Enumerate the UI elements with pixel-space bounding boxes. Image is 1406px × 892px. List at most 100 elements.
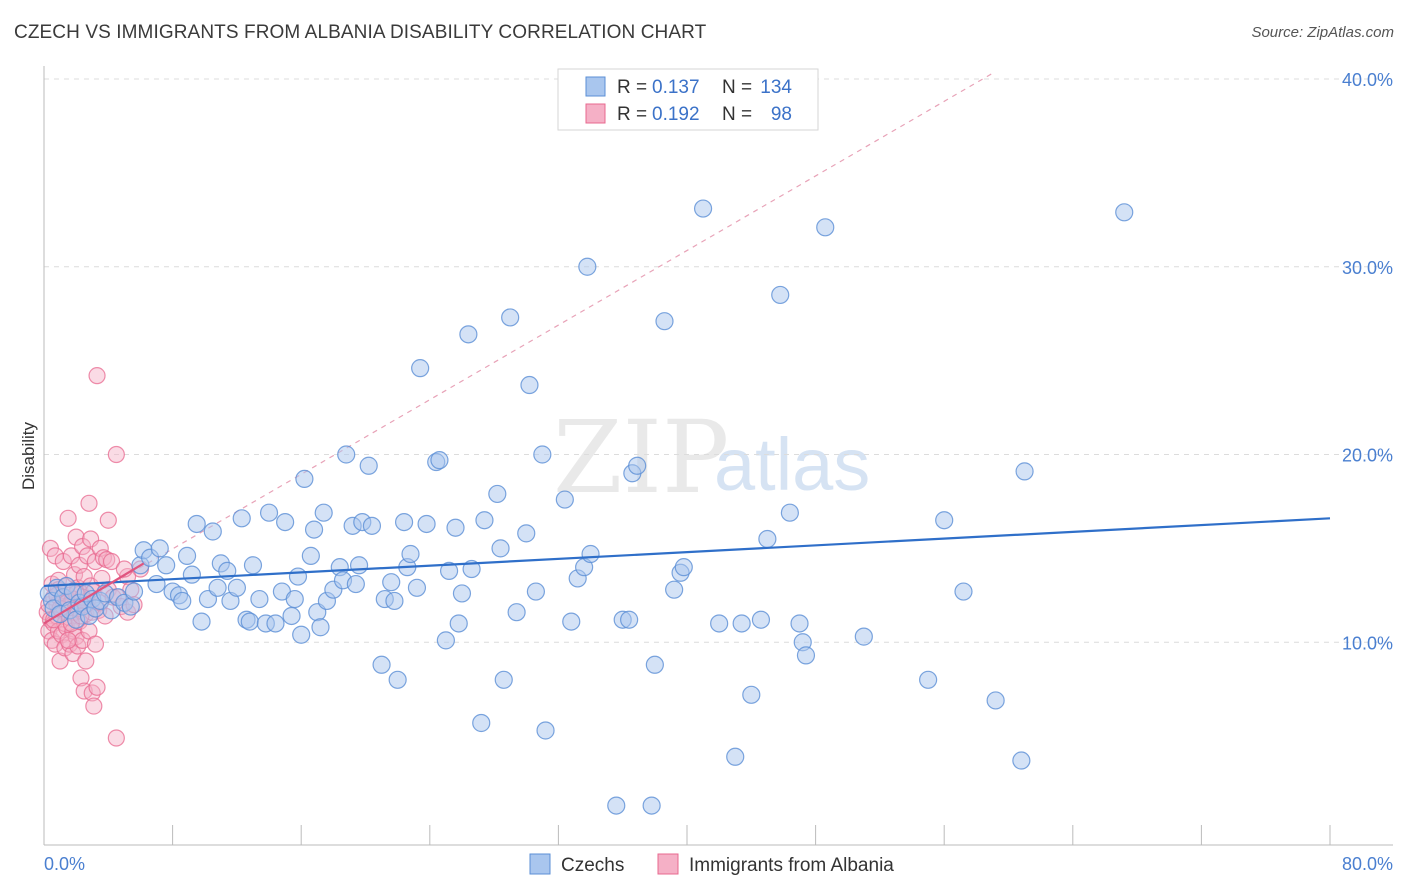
czechs-point xyxy=(581,544,600,564)
czechs-point xyxy=(555,490,574,509)
czechs-point xyxy=(372,655,391,674)
czechs-point xyxy=(346,574,365,594)
czechs-point xyxy=(462,559,481,579)
czechs-point xyxy=(304,520,324,539)
czechs-point xyxy=(311,618,330,637)
watermark-zip: ZIP xyxy=(553,399,729,516)
czechs-point xyxy=(742,685,761,704)
czechs-point xyxy=(517,524,536,543)
czechs-point xyxy=(301,546,320,565)
czechs-point xyxy=(780,503,799,522)
czechs-point xyxy=(854,627,873,646)
axis-layer xyxy=(43,66,1393,846)
chart-title: CZECH VS IMMIGRANTS FROM ALBANIA DISABIL… xyxy=(14,22,707,43)
czechs-point xyxy=(726,747,745,766)
y-tick-label: 10.0% xyxy=(1342,633,1393,653)
legend-top: R = 0.137 N = 134 R = 0.192 N = 98 xyxy=(557,68,819,131)
czechs-point xyxy=(790,614,809,633)
czechs-point xyxy=(665,580,684,599)
czechs-point xyxy=(436,631,455,650)
czechs-point xyxy=(507,603,526,622)
czechs-point xyxy=(674,558,693,577)
albania-point xyxy=(85,697,103,715)
czechs-point xyxy=(295,469,314,489)
x-tick-label-max: 80.0% xyxy=(1342,854,1393,874)
albania-point xyxy=(99,511,117,529)
czechs-point xyxy=(276,512,295,532)
czechs-point xyxy=(533,445,552,464)
czechs-point xyxy=(157,556,176,575)
y-tick-label: 30.0% xyxy=(1342,258,1393,278)
czechs-point xyxy=(771,285,790,305)
czechs-point xyxy=(173,591,192,611)
czechs-point xyxy=(452,584,472,603)
albania-point xyxy=(107,729,125,747)
albania-point xyxy=(59,509,77,527)
czechs-point xyxy=(182,565,201,584)
czechs-point xyxy=(642,796,661,815)
czechs-point xyxy=(187,514,206,534)
trend-layer xyxy=(43,517,1331,625)
czechs-point xyxy=(816,218,835,237)
albania-point xyxy=(86,635,105,653)
czechs-point xyxy=(285,589,304,609)
albania-point xyxy=(80,494,98,512)
albania-point xyxy=(77,652,95,670)
czechs-point xyxy=(385,591,404,611)
albania-point xyxy=(72,669,90,687)
albania-point xyxy=(51,652,69,670)
czechs-point xyxy=(578,257,597,276)
czechs-point xyxy=(655,312,674,331)
czechs-point xyxy=(562,612,581,631)
diagonal-reference-line xyxy=(43,72,993,624)
czechs-point xyxy=(417,514,436,534)
albania-point xyxy=(88,367,106,385)
grid-layer xyxy=(44,78,1393,643)
czechs-point xyxy=(227,578,246,597)
czechs-point xyxy=(232,509,251,528)
y-axis-title: Disability xyxy=(19,421,38,490)
czechs-point xyxy=(250,589,269,609)
albania-point xyxy=(67,528,85,546)
legend-n-value-czechs: 134 xyxy=(760,77,792,98)
czechs-point xyxy=(208,578,227,597)
czechs-point xyxy=(526,582,545,601)
czechs-point xyxy=(628,456,647,475)
albania-point xyxy=(107,445,125,464)
czechs-point xyxy=(935,511,954,530)
czechs-point xyxy=(491,539,510,558)
legend-r-value-czechs: 0.137 xyxy=(652,77,700,98)
y-tick-label: 40.0% xyxy=(1342,70,1393,90)
czechs-point xyxy=(732,614,751,633)
watermark-atlas: atlas xyxy=(714,423,870,506)
czechs-point xyxy=(337,445,356,464)
legend-n-label-albania: N = xyxy=(722,104,757,125)
legend-bottom-label-czechs: Czechs xyxy=(561,855,624,876)
czechs-point xyxy=(475,511,494,530)
czechs-point xyxy=(796,646,816,665)
legend-bottom-swatch-czechs xyxy=(529,853,551,875)
czechs-point xyxy=(359,456,378,475)
czechs-point xyxy=(520,375,539,395)
czechs-point xyxy=(430,451,449,470)
albania-point xyxy=(73,631,92,649)
czechs-point xyxy=(620,610,639,629)
czechs-point xyxy=(472,713,491,733)
czechs-point xyxy=(645,655,664,674)
legend-swatch-albania xyxy=(585,103,606,124)
source-label: Source: ZipAtlas.com xyxy=(1251,24,1394,41)
czechs-point xyxy=(124,582,144,601)
czechs-point xyxy=(282,606,301,626)
albania-point xyxy=(102,552,121,571)
series-albania-points xyxy=(38,367,150,747)
y-tick-labels: 10.0% 20.0% 30.0% 40.0% xyxy=(1342,70,1393,653)
czechs-point xyxy=(177,546,197,565)
legend-r-value-albania: 0.192 xyxy=(652,104,700,125)
czechs-point xyxy=(494,670,513,689)
reference-layer xyxy=(43,72,993,624)
czechs-point xyxy=(314,503,333,522)
czechs-point xyxy=(449,614,468,633)
legend-r-label-albania: R = xyxy=(617,104,652,125)
czechs-point xyxy=(1015,462,1034,481)
